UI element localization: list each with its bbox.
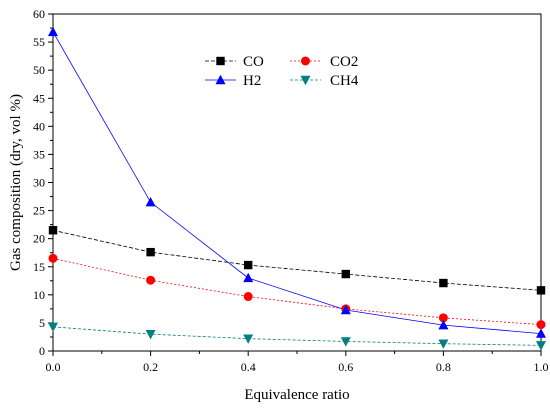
data-point-co xyxy=(439,278,448,288)
y-tick-label: 45 xyxy=(33,91,45,105)
series-line-co xyxy=(52,229,542,291)
x-tick-label: 0.4 xyxy=(241,360,256,374)
data-point-ch4 xyxy=(536,341,546,351)
legend-marker-co2 xyxy=(301,56,310,66)
x-tick-label: 0.2 xyxy=(143,360,158,374)
y-tick-label: 10 xyxy=(33,288,45,302)
legend-item-co: CO xyxy=(205,54,264,70)
x-axis-title: Equivalence ratio xyxy=(244,387,349,403)
data-point-h2 xyxy=(340,304,351,315)
data-point-ch4 xyxy=(145,329,156,340)
data-point-co2 xyxy=(243,292,253,302)
data-point-ch4 xyxy=(243,334,254,344)
y-tick-label: 40 xyxy=(33,119,45,133)
data-point-co2 xyxy=(146,275,156,285)
y-tick-label: 25 xyxy=(33,204,45,218)
legend-label-co2: CO2 xyxy=(330,54,358,70)
series-line-ch4 xyxy=(52,326,542,346)
y-tick-label: 35 xyxy=(33,147,45,161)
legend-label-co: CO xyxy=(243,54,264,70)
x-tick-label: 0.6 xyxy=(338,360,353,374)
x-tick-label: 0.0 xyxy=(46,360,61,374)
legend-marker-co xyxy=(216,56,225,66)
y-tick-label: 15 xyxy=(33,260,45,274)
series-line-h2 xyxy=(52,31,542,334)
legend-item-h2: H2 xyxy=(205,73,261,89)
data-point-ch4 xyxy=(438,339,449,349)
series-markers xyxy=(48,26,546,351)
x-tick-label: 0.8 xyxy=(436,360,451,374)
data-point-h2 xyxy=(438,319,449,330)
y-axis-title: Gas composition (dry, vol %) xyxy=(8,94,24,271)
data-point-h2 xyxy=(536,328,546,338)
legend-label-ch4: CH4 xyxy=(330,73,359,89)
y-tick-label: 55 xyxy=(33,35,45,49)
data-point-co xyxy=(244,260,253,270)
legend-item-co2: CO2 xyxy=(290,54,358,70)
data-point-h2 xyxy=(48,26,58,37)
y-tick-label: 30 xyxy=(33,176,45,190)
legend: CO CO2 H2 CH4 xyxy=(205,54,359,89)
data-point-ch4 xyxy=(340,337,351,347)
data-point-h2 xyxy=(243,272,254,283)
plot-frame xyxy=(52,13,542,352)
data-point-h2 xyxy=(145,196,156,207)
y-tick-label: 50 xyxy=(33,63,45,77)
data-point-co2 xyxy=(48,253,58,263)
data-point-co xyxy=(536,286,546,295)
legend-marker-h2 xyxy=(215,74,226,85)
y-tick-label: 20 xyxy=(33,232,45,246)
data-point-co2 xyxy=(438,313,448,323)
axes: 0 5 10 15 20 25 30 35 40 45 50 55 60 0.0 0.2 0.4 0.6 0.8 1… xyxy=(33,7,549,374)
legend-item-ch4: CH4 xyxy=(290,73,359,89)
data-point-co xyxy=(48,226,58,235)
y-tick-label: 5 xyxy=(39,316,45,330)
series-lines xyxy=(52,31,542,346)
y-tick-label: 60 xyxy=(33,7,45,21)
data-point-ch4 xyxy=(48,322,58,333)
legend-marker-ch4 xyxy=(300,75,311,86)
legend-label-h2: H2 xyxy=(243,73,261,89)
data-point-co2 xyxy=(536,320,546,330)
y-tick-label: 0 xyxy=(39,344,45,358)
series-line-co2 xyxy=(52,257,542,326)
data-point-co xyxy=(146,247,155,257)
data-point-co xyxy=(341,269,350,279)
x-tick-label: 1.0 xyxy=(534,360,549,374)
